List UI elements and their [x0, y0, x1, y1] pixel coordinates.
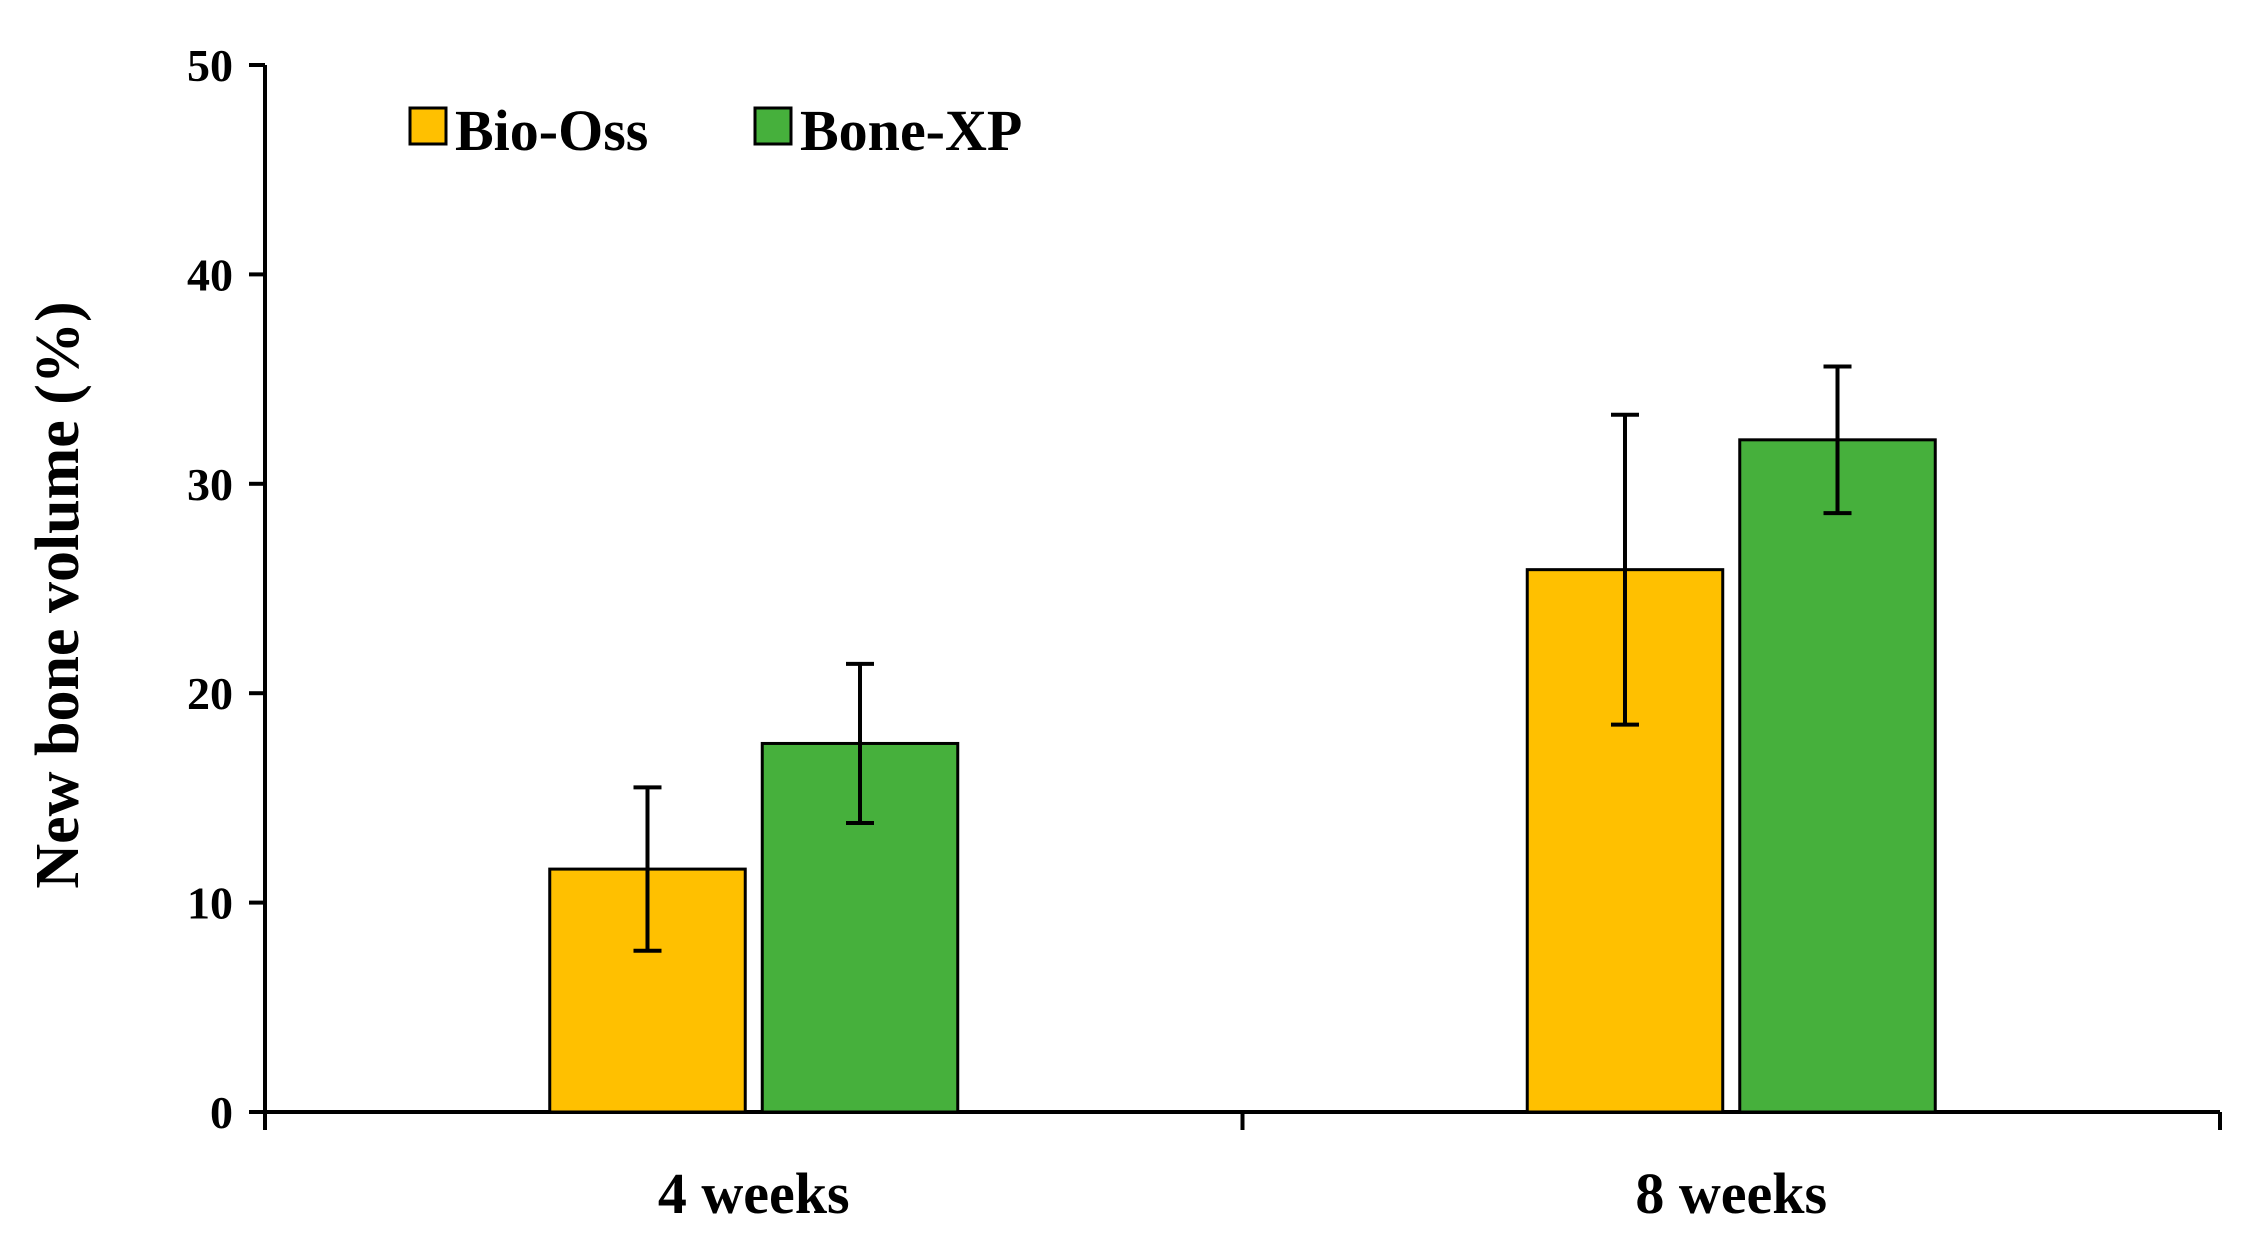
- error-bars: [633, 364, 1852, 953]
- y-tick-label: 50: [187, 40, 233, 91]
- y-ticks: 0 10 20 30 40 50: [187, 40, 265, 1138]
- y-tick-label: 40: [187, 249, 233, 300]
- legend-label-bone-xp: Bone-XP: [800, 98, 1022, 163]
- y-tick-label: 10: [187, 878, 233, 929]
- legend-item-bio-oss: Bio-Oss: [408, 98, 648, 163]
- y-tick-label: 0: [210, 1087, 233, 1138]
- legend-swatch-bio-oss: [408, 106, 448, 146]
- x-ticks: 4 weeks 8 weeks: [263, 1112, 2222, 1226]
- x-category-label-4-weeks: 4 weeks: [658, 1161, 850, 1226]
- y-axis-title: New bone volume (%): [24, 301, 92, 888]
- x-category-label-8-weeks: 8 weeks: [1635, 1161, 1827, 1226]
- bar-bone-xp-8-weeks: [1738, 438, 1937, 1114]
- bars: [548, 438, 1937, 1114]
- legend-swatch-bone-xp: [753, 106, 793, 146]
- legend-label-bio-oss: Bio-Oss: [455, 98, 648, 163]
- y-tick-label: 30: [187, 459, 233, 510]
- legend: Bio-Oss Bone-XP: [408, 98, 1022, 163]
- legend-item-bone-xp: Bone-XP: [753, 98, 1022, 163]
- y-tick-label: 20: [187, 668, 233, 719]
